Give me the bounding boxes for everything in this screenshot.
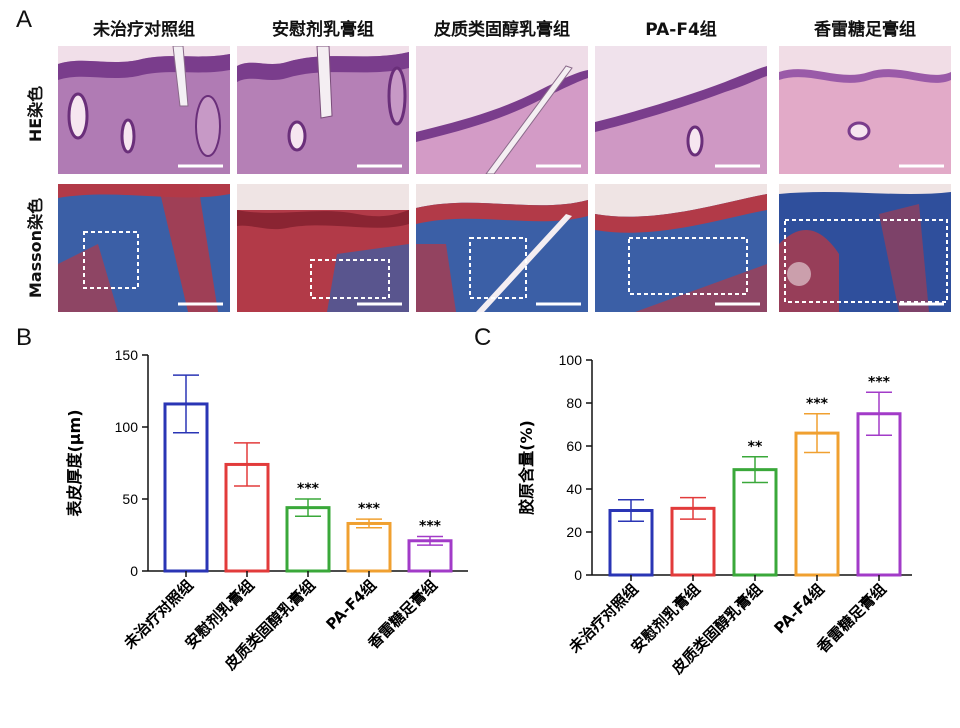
significance-label: ** (748, 439, 763, 455)
y-axis-label: 表皮厚度(μm) (65, 409, 84, 517)
masson-histology-image (595, 184, 767, 312)
y-axis-label: 胶原含量(%) (517, 420, 536, 515)
y-tick-label: 0 (574, 567, 582, 583)
y-tick-label: 20 (566, 524, 582, 540)
col-title-untreated: 未治疗对照组 (93, 20, 195, 40)
he-histology-image (779, 46, 951, 174)
he-image-xiangleitang (779, 46, 951, 174)
masson-image-untreated (58, 184, 230, 312)
x-tick-label: PA-F4组 (770, 580, 827, 637)
masson-histology-image (416, 184, 588, 312)
col-title-xiangleitang: 香雷糖足膏组 (814, 20, 916, 40)
he-histology-image (595, 46, 767, 174)
y-tick-label: 60 (566, 438, 582, 454)
significance-label: *** (419, 518, 442, 534)
he-image-placebo (237, 46, 409, 174)
col-title-placebo: 安慰剂乳膏组 (272, 20, 374, 40)
masson-histology-image (237, 184, 409, 312)
masson-histology-image (58, 184, 230, 312)
he-histology-image (237, 46, 409, 174)
y-tick-label: 50 (122, 491, 138, 507)
he-image-untreated (58, 46, 230, 174)
bar (794, 431, 840, 577)
masson-image-placebo (237, 184, 409, 312)
y-tick-label: 40 (566, 481, 582, 497)
bar (856, 412, 902, 577)
he-image-corticosteroid (416, 46, 588, 174)
significance-label: *** (297, 481, 320, 497)
masson-image-corticosteroid (416, 184, 588, 312)
y-tick-label: 80 (566, 395, 582, 411)
y-tick-label: 0 (130, 563, 138, 579)
he-histology-image (416, 46, 588, 174)
col-title-corticosteroid: 皮质类固醇乳膏组 (434, 20, 570, 40)
masson-image-pa-f4 (595, 184, 767, 312)
masson-image-xiangleitang (779, 184, 951, 312)
panel-a-label: A (16, 6, 33, 33)
masson-histology-image (779, 184, 951, 312)
significance-label: *** (806, 396, 829, 412)
y-tick-label: 100 (115, 419, 139, 435)
col-title-pa-f4: PA-F4组 (645, 20, 717, 40)
y-tick-label: 100 (559, 352, 583, 368)
bar (732, 468, 778, 577)
significance-label: *** (358, 501, 381, 517)
he-histology-image (58, 46, 230, 174)
panel-b-label: B (16, 324, 33, 351)
y-tick-label: 150 (115, 347, 139, 363)
he-image-pa-f4 (595, 46, 767, 174)
panel-c-label: C (474, 324, 492, 351)
significance-label: *** (868, 374, 891, 390)
